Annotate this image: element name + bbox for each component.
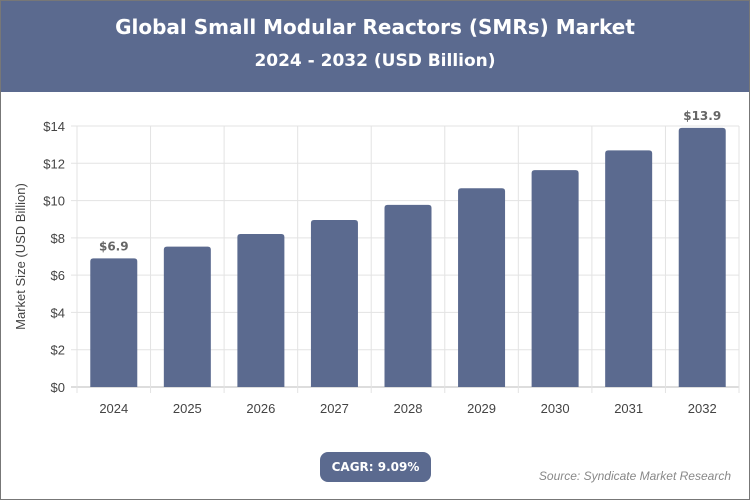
x-tick-label: 2025	[173, 401, 202, 416]
bar-2030	[531, 170, 579, 387]
y-tick-label: $14	[43, 119, 65, 134]
y-axis-label: Market Size (USD Billion)	[13, 183, 28, 330]
bar-2031	[605, 150, 653, 387]
x-tick-label: 2024	[99, 401, 128, 416]
data-label: $6.9	[99, 239, 129, 253]
bar-2025	[163, 246, 211, 387]
chart-header: Global Small Modular Reactors (SMRs) Mar…	[1, 1, 749, 92]
data-label: $13.9	[683, 109, 721, 123]
x-tick-label: 2028	[394, 401, 423, 416]
y-tick-label: $12	[43, 156, 65, 171]
y-tick-label: $6	[51, 268, 65, 283]
y-tick-label: $10	[43, 194, 65, 209]
bar-2027	[310, 219, 358, 387]
bar-2029	[458, 188, 506, 387]
bar-2026	[237, 233, 285, 387]
y-tick-label: $4	[51, 305, 65, 320]
x-tick-label: 2032	[688, 401, 717, 416]
chart-subtitle: 2024 - 2032 (USD Billion)	[254, 51, 496, 71]
x-tick-label: 2026	[246, 401, 275, 416]
source-note: Source: Syndicate Market Research	[538, 469, 731, 483]
x-tick-label: 2031	[614, 401, 643, 416]
y-tick-label: $2	[51, 343, 65, 358]
x-tick-label: 2029	[467, 401, 496, 416]
y-tick-label: $0	[51, 380, 65, 395]
bar-2032	[678, 127, 726, 387]
y-tick-label: $8	[51, 231, 65, 246]
bar-2028	[384, 204, 432, 387]
chart-title: Global Small Modular Reactors (SMRs) Mar…	[115, 15, 635, 39]
x-tick-label: 2027	[320, 401, 349, 416]
cagr-badge: CAGR: 9.09%	[320, 452, 431, 482]
bar-2024	[90, 258, 138, 387]
x-tick-label: 2030	[541, 401, 570, 416]
